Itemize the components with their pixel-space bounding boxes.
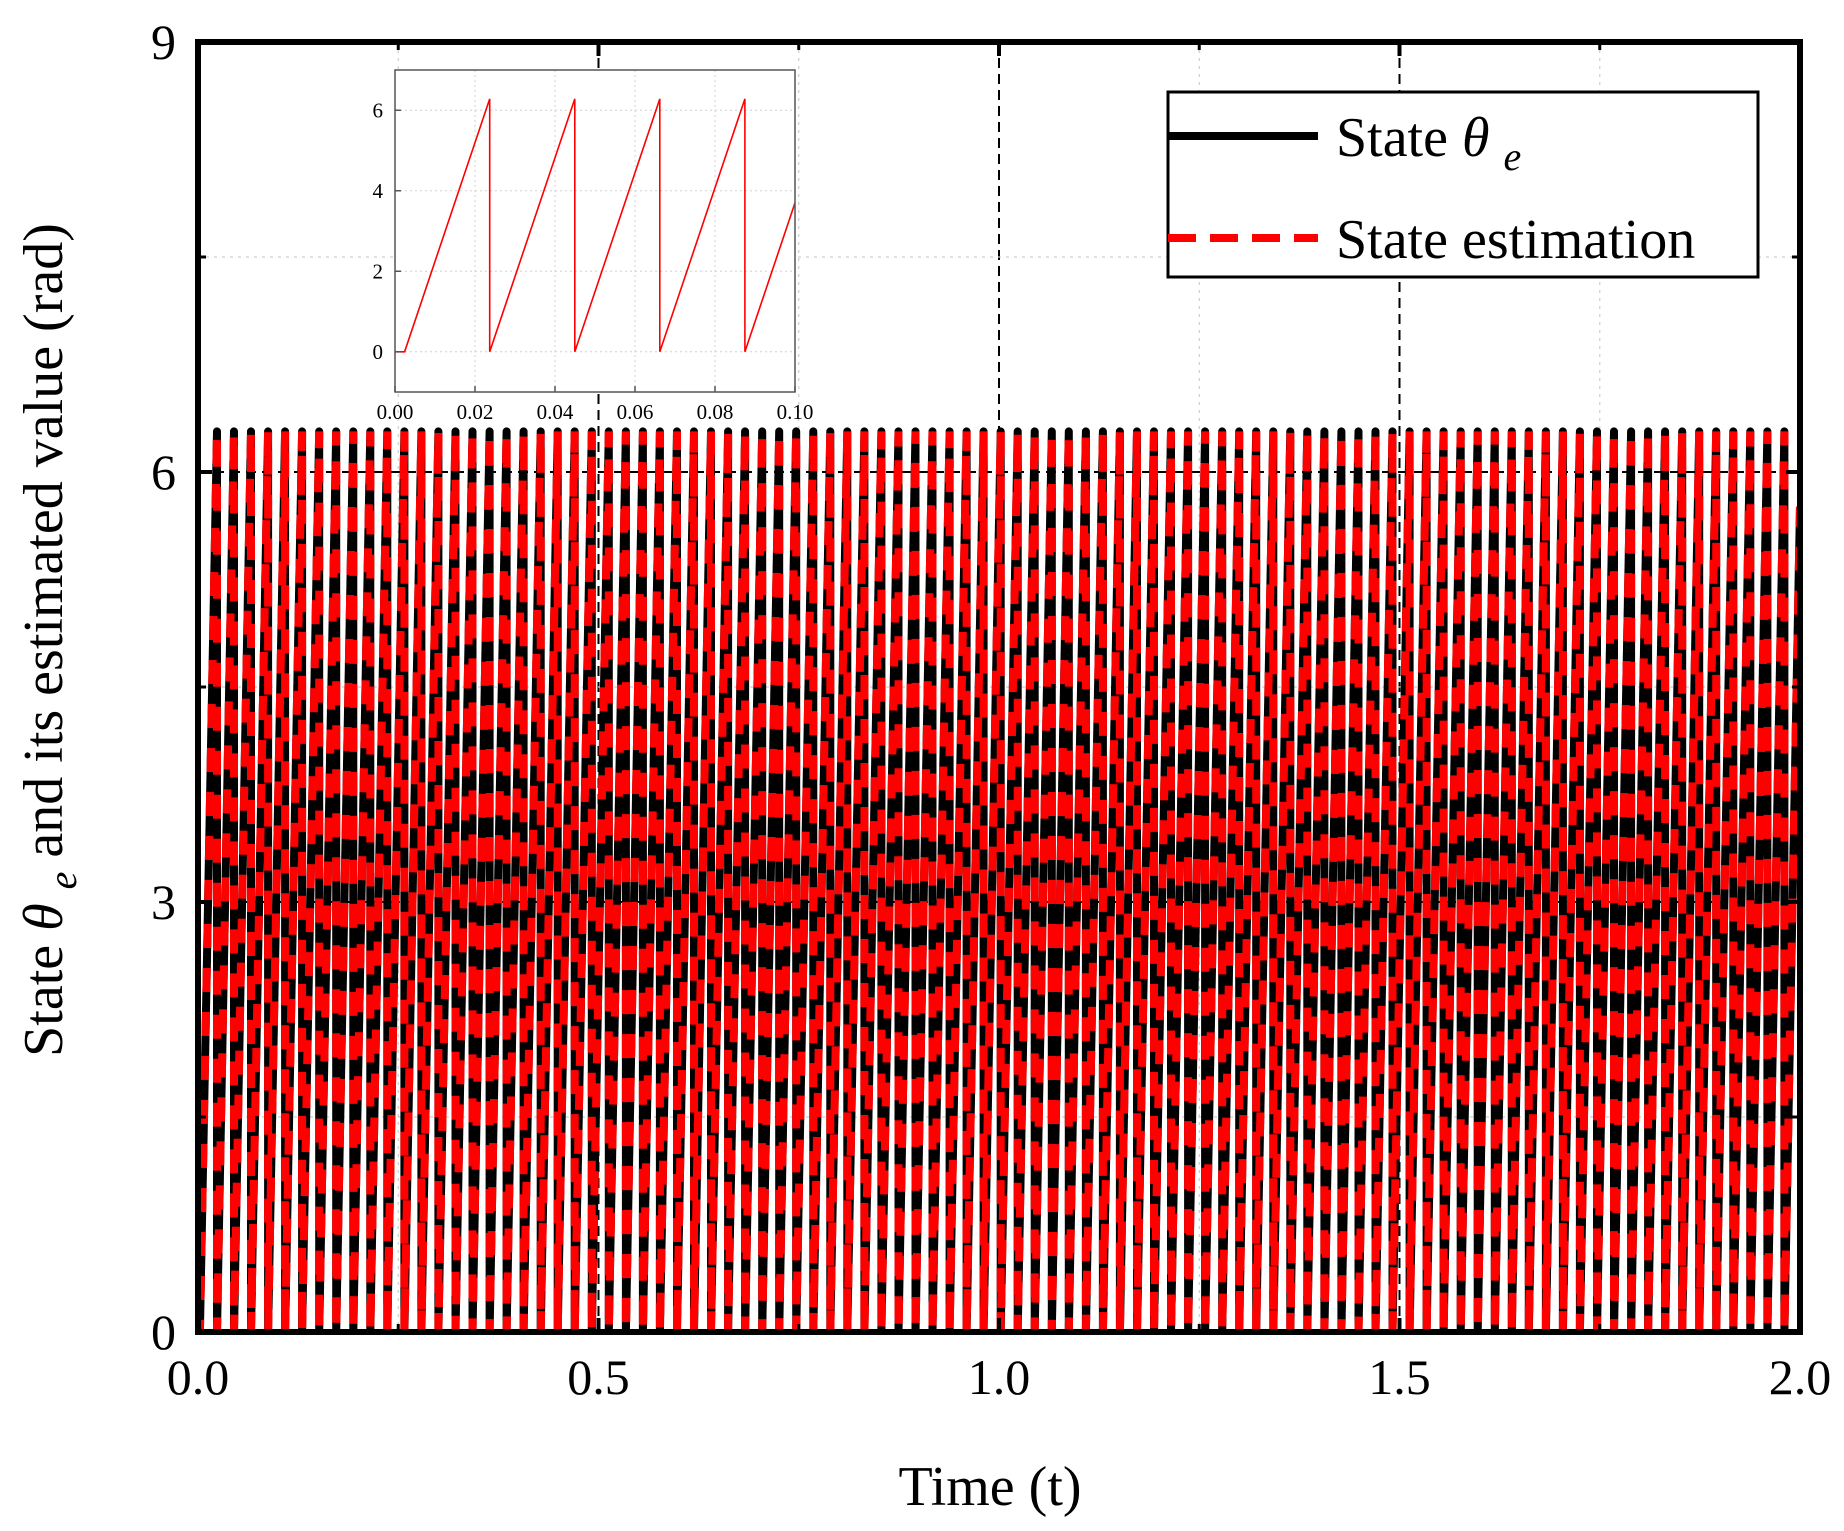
- inset-series-group: [395, 98, 795, 353]
- legend-label-state: State θ e: [1336, 107, 1521, 179]
- x-tick-label: 2.0: [1769, 1349, 1832, 1405]
- x-tick-label: 1.0: [968, 1349, 1031, 1405]
- main-axes: 0.0 0.5 1.0 1.5 2.0 0 3 6 9: [151, 14, 1831, 1405]
- inset-frame: [394, 69, 796, 393]
- inset-y-tick-label: 0: [373, 340, 384, 364]
- y-axis-title-subscript: e: [40, 872, 85, 890]
- inset-x-tick-label: 0.08: [697, 400, 734, 424]
- y-axis-title: State θ e and its estimated value (rad): [13, 223, 85, 1057]
- y-axis-title-suffix: and its estimated value (rad): [13, 223, 75, 857]
- inset-y-tick-label: 6: [373, 98, 384, 122]
- x-tick-label: 1.5: [1368, 1349, 1431, 1405]
- inset-axes: 0.00 0.02 0.04 0.06 0.08 0.10 0 2 4 6: [373, 69, 814, 424]
- inset-x-tick-label: 0.04: [537, 400, 574, 424]
- x-tick-label: 0.0: [167, 1349, 230, 1405]
- legend-box: [1166, 90, 1760, 279]
- inset-y-tick-label: 4: [373, 179, 384, 203]
- legend: State θ e State estimation: [1166, 90, 1760, 279]
- x-axis-title: Time (t): [898, 1456, 1081, 1518]
- inset-x-tick-label: 0.00: [377, 400, 414, 424]
- inset-x-tick-label: 0.02: [457, 400, 494, 424]
- inset-x-tick-label: 0.10: [777, 400, 814, 424]
- y-tick-label: 9: [151, 14, 176, 70]
- series-estimation-line: [198, 431, 1800, 1332]
- inset-y-tick-label: 2: [373, 259, 384, 283]
- legend-label-estimation: State estimation: [1336, 209, 1695, 271]
- y-tick-label: 6: [151, 444, 176, 500]
- inset-plot: 0.00 0.02 0.04 0.06 0.08 0.10 0 2 4 6: [373, 69, 814, 424]
- y-tick-label: 3: [151, 874, 176, 930]
- y-axis-title-symbol: θ: [13, 903, 75, 931]
- main-series-group: [198, 427, 1800, 1332]
- svg-text:State θ e: State θ e and its estimated value (rad): [13, 223, 85, 1057]
- y-tick-label: 0: [151, 1304, 176, 1360]
- inset-series-line: [395, 98, 795, 353]
- y-axis-title-prefix: State: [13, 945, 75, 1057]
- inset-x-tick-label: 0.06: [617, 400, 654, 424]
- x-tick-label: 0.5: [567, 1349, 630, 1405]
- inset-grid: [395, 70, 795, 392]
